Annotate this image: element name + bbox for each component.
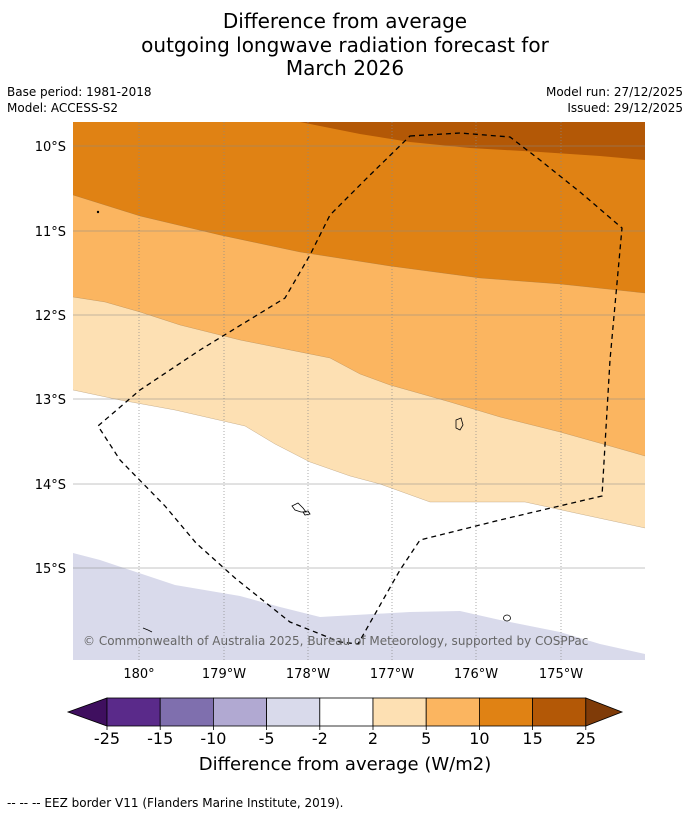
graticule [73, 122, 645, 660]
lat-label: 15°S [35, 562, 66, 577]
colorbar-tick-label: -2 [312, 729, 328, 748]
contour-fields [73, 122, 645, 660]
lat-label: 14°S [35, 478, 66, 493]
island-east [455, 417, 464, 431]
lat-label: 12°S [35, 309, 66, 324]
lon-label: 180° [123, 667, 154, 682]
colorbar-swatch [159, 697, 214, 727]
colorbar-swatch [532, 697, 587, 727]
island-southeast [503, 614, 511, 622]
island-southwest [142, 627, 153, 633]
colorbar-extend-low [66, 697, 108, 727]
colorbar-swatch [425, 697, 480, 727]
colorbar-tick-label: -10 [200, 729, 226, 748]
colorbar-swatch [212, 697, 267, 727]
colorbar-swatch [319, 697, 374, 727]
lon-label: 176°W [454, 667, 498, 682]
band-minus-5-to-minus-2 [73, 553, 645, 660]
latitude-labels: 10°S 11°S 12°S 13°S 14°S 15°S [35, 140, 66, 577]
lat-label: 10°S [35, 140, 66, 155]
lat-label: 13°S [35, 393, 66, 408]
eez-border [97, 132, 623, 645]
colorbar-tick-label: -25 [94, 729, 120, 748]
colorbar-label: Difference from average (W/m2) [199, 754, 491, 775]
colorbar-tick-label: 15 [522, 729, 542, 748]
longitude-labels: 180° 179°W 178°W 177°W 176°W 175°W [123, 667, 583, 682]
colorbar-swatch [372, 697, 427, 727]
title-line-2: outgoing longwave radiation forecast for [141, 33, 549, 57]
lon-label: 179°W [202, 667, 246, 682]
model-name: Model: ACCESS-S2 [7, 101, 119, 115]
issued-date: Issued: 29/12/2025 [567, 101, 683, 115]
island-northwest [96, 210, 100, 214]
base-period: Base period: 1981-2018 [7, 85, 152, 99]
lon-label: 178°W [286, 667, 330, 682]
colorbar-tick-label: 25 [576, 729, 596, 748]
colorbar-extend-high [585, 697, 624, 727]
lat-label: 11°S [35, 225, 66, 240]
model-run: Model run: 27/12/2025 [545, 85, 683, 99]
colorbar-tick-label: 2 [368, 729, 378, 748]
band-15-to-25 [300, 122, 645, 160]
title-line-1: Difference from average [222, 9, 468, 33]
island-central [291, 502, 307, 513]
copyright-text: © Commonwealth of Australia 2025, Bureau… [83, 634, 588, 648]
lon-label: 175°W [539, 667, 583, 682]
colorbar-tick-label: -5 [259, 729, 275, 748]
colorbar-tick-label: -15 [147, 729, 173, 748]
title-line-3: March 2026 [285, 56, 405, 80]
colorbar-tick-label: 5 [421, 729, 431, 748]
islands [96, 210, 511, 633]
colorbar-swatch [478, 697, 533, 727]
colorbar-swatch [266, 697, 321, 727]
colorbar-swatch [106, 697, 161, 727]
colorbar: -25 -15 -10 -5 -2 2 5 10 15 25 [66, 697, 624, 748]
island-central-small [302, 510, 311, 516]
colorbar-tick-label: 10 [469, 729, 489, 748]
lon-label: 177°W [370, 667, 414, 682]
eez-footnote: -- -- -- EEZ border V11 (Flanders Marine… [7, 796, 344, 810]
